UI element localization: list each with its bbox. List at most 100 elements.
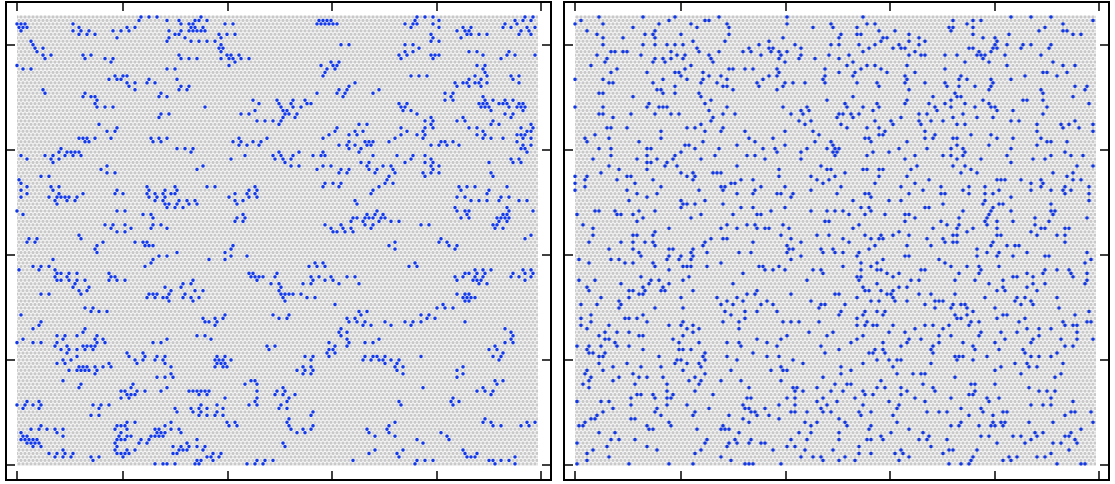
particle (71, 153, 75, 158)
particle (39, 174, 43, 179)
particle (199, 410, 203, 414)
particle (655, 448, 659, 452)
particle (423, 133, 427, 137)
particle (83, 306, 87, 310)
particle (409, 157, 413, 161)
particle (995, 254, 999, 258)
particle (283, 292, 287, 296)
particle (653, 112, 657, 116)
particle (191, 22, 195, 26)
particle (651, 178, 655, 182)
particle (303, 98, 307, 102)
particle (601, 22, 605, 26)
particle (725, 340, 729, 345)
particle (629, 417, 633, 421)
particle (779, 191, 783, 196)
particle (133, 392, 137, 397)
particle (457, 399, 461, 404)
particle (779, 365, 783, 369)
particle (585, 29, 589, 33)
particle (579, 18, 583, 23)
particle (425, 74, 429, 78)
particle (1059, 372, 1063, 376)
particle (923, 53, 927, 57)
particle (491, 389, 495, 393)
particle (481, 420, 485, 424)
particle (429, 122, 433, 127)
particle (871, 150, 875, 154)
particle (47, 292, 51, 296)
particle (153, 81, 157, 85)
particle (475, 271, 479, 276)
particle (669, 424, 673, 428)
particle (237, 136, 241, 140)
particle (1091, 164, 1095, 168)
particle (1035, 365, 1039, 369)
particle (827, 233, 831, 237)
particle (955, 226, 959, 230)
particle (105, 129, 109, 134)
particle (729, 458, 733, 463)
particle (187, 389, 191, 393)
particle (701, 243, 705, 248)
particle (867, 136, 871, 140)
particle (207, 320, 211, 324)
particle (455, 29, 459, 33)
particle (721, 424, 725, 428)
particle (319, 63, 323, 68)
particle (987, 282, 991, 286)
particle (903, 212, 907, 217)
particle (837, 430, 841, 435)
particle (785, 49, 789, 54)
particle (307, 264, 311, 269)
particle (383, 216, 387, 220)
particle (369, 323, 373, 327)
particle (815, 178, 819, 182)
particle (405, 53, 409, 57)
particle (165, 462, 169, 466)
particle (345, 143, 349, 147)
particle (289, 427, 293, 431)
particle (113, 171, 117, 175)
particle (857, 112, 861, 116)
particle (903, 254, 907, 258)
particle (1027, 365, 1031, 369)
particle (611, 379, 615, 383)
particle (965, 230, 969, 234)
particle (109, 365, 113, 369)
particle (343, 230, 347, 234)
particle (395, 451, 399, 456)
particle (1041, 430, 1045, 435)
particle (861, 105, 865, 109)
particle (633, 437, 637, 442)
particle (887, 150, 891, 154)
particle (417, 46, 421, 50)
particle (321, 18, 325, 23)
particle (485, 74, 489, 78)
particle (1029, 340, 1033, 345)
particle (1041, 403, 1045, 407)
particle (495, 347, 499, 352)
particle (429, 157, 433, 161)
particle (61, 358, 65, 362)
particle (261, 462, 265, 466)
particle (477, 32, 481, 37)
particle (63, 195, 67, 199)
particle (75, 195, 79, 199)
particle (261, 275, 265, 279)
particle (519, 29, 523, 33)
particle (397, 399, 401, 404)
particle (743, 406, 747, 411)
particle (421, 441, 425, 445)
particle (959, 462, 963, 466)
particle (699, 379, 703, 383)
particle (689, 216, 693, 220)
particle (77, 25, 81, 30)
particle (219, 451, 223, 456)
particle (415, 15, 419, 19)
particle (837, 36, 841, 40)
particle (507, 209, 511, 213)
particle (621, 49, 625, 54)
particle (1005, 63, 1009, 68)
particle (47, 195, 51, 199)
